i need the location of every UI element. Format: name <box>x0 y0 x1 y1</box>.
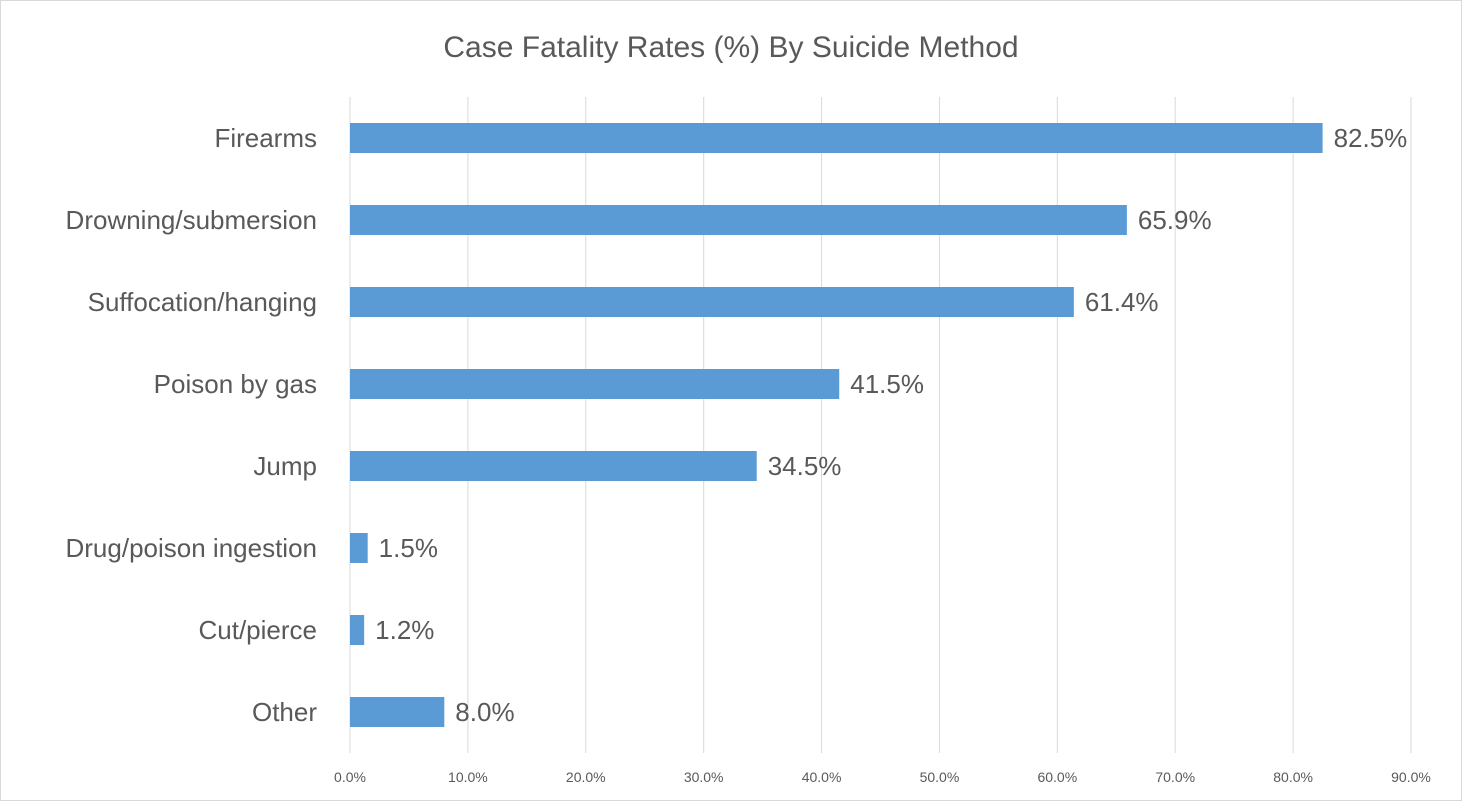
bar <box>350 697 445 727</box>
category-label: Drowning/submersion <box>66 205 317 235</box>
bar <box>350 123 1323 153</box>
category-label: Drug/poison ingestion <box>66 533 318 563</box>
chart-title: Case Fatality Rates (%) By Suicide Metho… <box>443 31 1018 64</box>
data-label: 34.5% <box>768 451 842 481</box>
x-tick-label: 70.0% <box>1155 769 1195 785</box>
data-label: 61.4% <box>1085 287 1159 317</box>
data-label: 41.5% <box>850 369 924 399</box>
x-tick-label: 0.0% <box>334 769 366 785</box>
category-label: Poison by gas <box>154 369 317 399</box>
bar <box>350 369 840 399</box>
bar <box>350 287 1074 317</box>
x-tick-label: 10.0% <box>448 769 488 785</box>
x-tick-label: 40.0% <box>802 769 842 785</box>
bar <box>350 533 368 563</box>
category-label: Firearms <box>214 123 317 153</box>
category-label: Jump <box>253 451 317 481</box>
data-label: 82.5% <box>1334 123 1408 153</box>
data-label: 8.0% <box>455 697 514 727</box>
x-tick-label: 50.0% <box>920 769 960 785</box>
x-tick-label: 80.0% <box>1273 769 1313 785</box>
bar <box>350 615 365 645</box>
bar <box>350 205 1127 235</box>
data-label: 1.5% <box>379 533 438 563</box>
category-label: Suffocation/hanging <box>88 287 317 317</box>
x-tick-label: 20.0% <box>566 769 606 785</box>
x-tick-label: 90.0% <box>1391 769 1431 785</box>
x-tick-label: 60.0% <box>1037 769 1077 785</box>
data-label: 1.2% <box>375 615 434 645</box>
category-label: Other <box>252 697 317 727</box>
x-tick-label: 30.0% <box>684 769 724 785</box>
category-label: Cut/pierce <box>199 615 318 645</box>
data-label: 65.9% <box>1138 205 1212 235</box>
bar <box>350 451 757 481</box>
